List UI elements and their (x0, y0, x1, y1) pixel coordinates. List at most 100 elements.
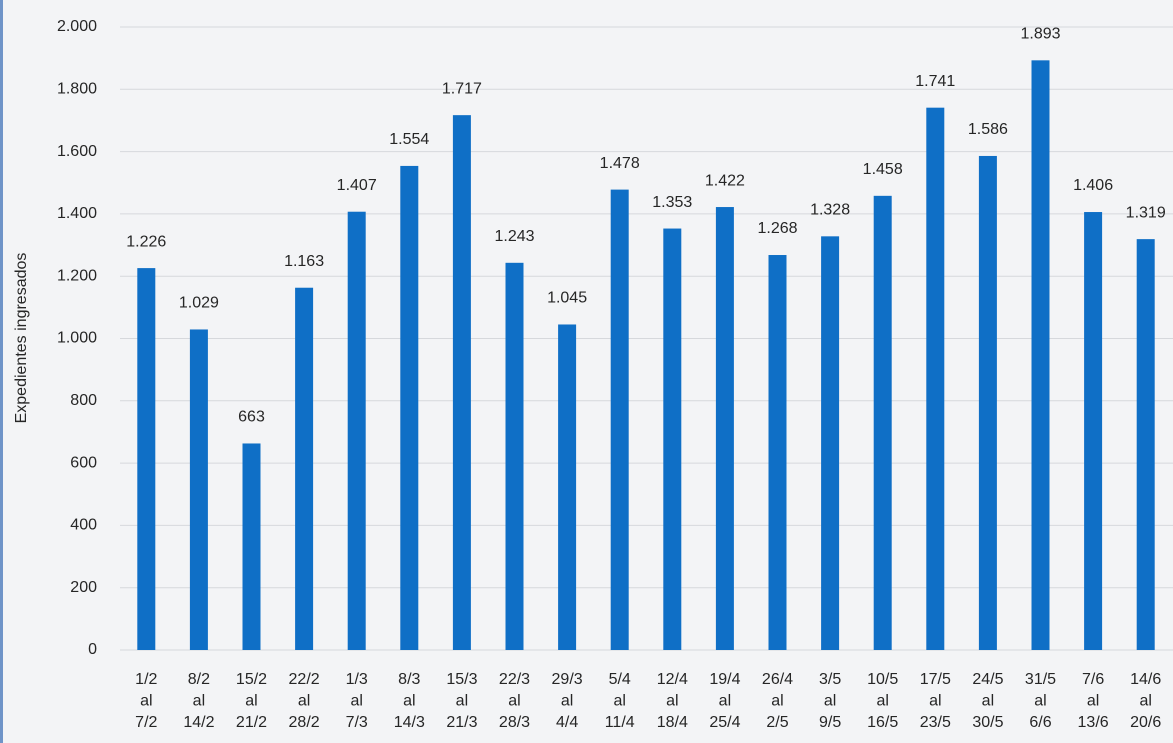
x-tick-label: 1/3 al 7/3 (346, 671, 368, 731)
x-tick-line: 8/2 (188, 671, 210, 688)
x-tick-line: al (456, 693, 468, 710)
x-tick-line: 28/3 (499, 714, 530, 731)
y-tick-label: 1.400 (57, 205, 97, 222)
x-tick-line: al (140, 693, 152, 710)
x-tick-line: 1/2 (135, 671, 157, 688)
y-tick-label: 1.600 (57, 143, 97, 160)
x-tick-label: 22/2 al 28/2 (289, 671, 320, 731)
y-tick-label: 0 (88, 641, 97, 658)
x-tick-label: 22/3 al 28/3 (499, 671, 530, 731)
bar (242, 443, 261, 650)
x-tick-line: 12/4 (657, 671, 688, 688)
x-tick-line: al (561, 693, 573, 710)
x-tick-line: 14/2 (183, 714, 214, 731)
y-tick-label: 400 (70, 517, 97, 534)
bar (821, 236, 840, 650)
x-tick-line: 10/5 (867, 671, 898, 688)
x-tick-line: 23/5 (920, 714, 951, 731)
value-label: 1.422 (705, 172, 745, 189)
value-label: 1.893 (1020, 26, 1060, 43)
x-tick-label: 24/5 al 30/5 (972, 671, 1003, 731)
value-label: 1.407 (337, 177, 377, 194)
x-tick-line: 7/6 (1082, 671, 1104, 688)
x-tick-line: 6/6 (1029, 714, 1051, 731)
x-tick-line: 2/5 (766, 714, 788, 731)
x-tick-line: al (824, 693, 836, 710)
x-tick-line: al (350, 693, 362, 710)
x-tick-line: 1/3 (346, 671, 368, 688)
value-label: 1.045 (547, 290, 587, 307)
y-tick-label: 600 (70, 454, 97, 471)
bar (347, 211, 366, 651)
x-tick-line: 21/3 (446, 714, 477, 731)
value-label: 1.478 (600, 155, 640, 172)
value-label: 1.717 (442, 80, 482, 97)
value-label: 1.741 (915, 73, 955, 90)
left-border (0, 0, 3, 743)
x-tick-line: 7/3 (346, 714, 368, 731)
value-label: 1.163 (284, 253, 324, 270)
value-label: 1.328 (810, 202, 850, 219)
bar (978, 155, 997, 650)
x-tick-line: al (771, 693, 783, 710)
x-tick-line: 18/4 (657, 714, 688, 731)
x-tick-label: 5/4 al 11/4 (605, 671, 635, 731)
x-tick-line: 24/5 (972, 671, 1003, 688)
value-label: 1.458 (863, 161, 903, 178)
x-tick-label: 8/3 al 14/3 (394, 671, 425, 731)
x-tick-label: 17/5 al 23/5 (920, 671, 951, 731)
x-tick-label: 8/2 al 14/2 (183, 671, 214, 731)
bar (295, 287, 314, 650)
value-label: 1.268 (757, 220, 797, 237)
bar (558, 324, 577, 650)
x-tick-line: 28/2 (289, 714, 320, 731)
value-label: 1.353 (652, 194, 692, 211)
x-tick-label: 15/3 al 21/3 (446, 671, 477, 731)
x-tick-line: al (245, 693, 257, 710)
x-tick-line: 11/4 (605, 714, 635, 731)
x-tick-line: 29/3 (552, 671, 583, 688)
bar (1084, 212, 1103, 650)
x-tick-line: al (666, 693, 678, 710)
x-tick-line: al (982, 693, 994, 710)
x-tick-label: 1/2 al 7/2 (135, 671, 157, 731)
bar (663, 228, 682, 650)
x-tick-line: 21/2 (236, 714, 267, 731)
x-tick-line: al (719, 693, 731, 710)
bar (505, 262, 524, 650)
x-tick-line: 31/5 (1025, 671, 1056, 688)
x-tick-line: al (929, 693, 941, 710)
bar (189, 329, 208, 650)
value-label: 1.243 (494, 228, 534, 245)
x-tick-line: 22/2 (289, 671, 320, 688)
x-tick-line: al (193, 693, 205, 710)
bar (873, 195, 892, 650)
value-label: 1.029 (179, 295, 219, 312)
y-tick-label: 1.200 (57, 267, 97, 284)
x-tick-line: 20/6 (1130, 714, 1161, 731)
bar (926, 107, 945, 651)
x-tick-line: 14/3 (394, 714, 425, 731)
x-tick-line: 15/2 (236, 671, 267, 688)
x-tick-label: 10/5 al 16/5 (867, 671, 898, 731)
x-tick-label: 12/4 al 18/4 (657, 671, 688, 731)
bar (768, 255, 787, 650)
x-tick-line: 8/3 (398, 671, 420, 688)
value-label: 1.406 (1073, 177, 1113, 194)
bar (137, 268, 156, 650)
x-tick-line: 22/3 (499, 671, 530, 688)
y-tick-label: 1.800 (57, 81, 97, 98)
value-label: 1.586 (968, 121, 1008, 138)
bar (1136, 239, 1155, 650)
x-tick-line: al (1139, 693, 1151, 710)
value-label: 663 (238, 409, 265, 426)
x-tick-line: 19/4 (709, 671, 740, 688)
bar (1031, 60, 1050, 650)
x-tick-line: 5/4 (609, 671, 631, 688)
x-tick-line: 30/5 (972, 714, 1003, 731)
y-tick-label: 200 (70, 579, 97, 596)
x-tick-line: al (508, 693, 520, 710)
x-tick-line: 9/5 (819, 714, 841, 731)
x-tick-label: 26/4 al 2/5 (762, 671, 793, 731)
